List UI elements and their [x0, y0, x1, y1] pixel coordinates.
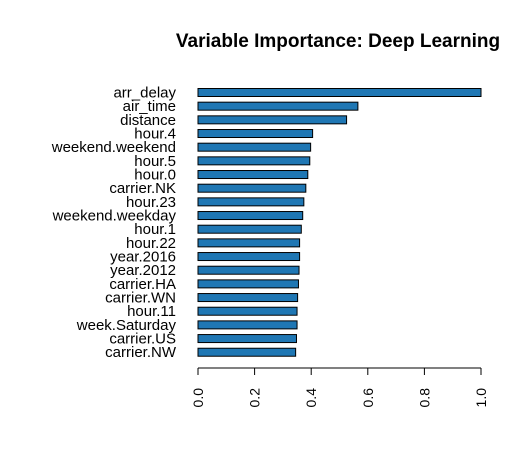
category-label: hour.22	[126, 235, 176, 252]
category-label: weekend.weekend	[51, 139, 176, 156]
bar-hour.11	[197, 306, 298, 316]
category-label: carrier.NW	[105, 344, 177, 361]
bar-week.Saturday	[197, 320, 298, 330]
x-tick-label: 0.0	[190, 388, 206, 408]
category-label: carrier.NK	[109, 180, 176, 197]
bar-year.2012	[197, 265, 300, 275]
bar-hour.1	[197, 224, 302, 234]
chart-title: Variable Importance: Deep Learning	[176, 31, 500, 52]
bar-hour.23	[197, 197, 305, 207]
bar-hour.4	[197, 129, 314, 139]
bar-arr_delay	[197, 88, 482, 97]
category-label: weekend.weekday	[52, 208, 177, 225]
bar-hour.5	[197, 156, 311, 166]
category-label: carrier.US	[109, 331, 176, 348]
category-label: hour.1	[134, 221, 176, 238]
category-label: hour.11	[127, 303, 176, 320]
x-tick-label: 0.6	[360, 388, 376, 408]
bar-air_time	[197, 101, 359, 111]
x-tick-label: 0.2	[247, 388, 263, 408]
x-tick-label: 1.0	[473, 388, 489, 408]
bar-carrier.NW	[197, 347, 297, 357]
bars-group	[197, 88, 482, 357]
category-label: carrier.HA	[109, 276, 176, 293]
category-label: arr_delay	[113, 85, 176, 102]
bar-carrier.NK	[197, 183, 307, 193]
category-label: air_time	[123, 98, 176, 115]
category-label: hour.4	[134, 126, 176, 143]
category-label: year.2012	[110, 262, 176, 279]
category-label: hour.23	[126, 194, 176, 211]
bar-carrier.US	[197, 334, 297, 344]
category-label: distance	[120, 112, 176, 129]
category-labels-group: arr_delayair_timedistancehour.4weekend.w…	[51, 85, 177, 362]
bar-hour.0	[197, 170, 309, 180]
bar-carrier.WN	[197, 293, 299, 303]
category-label: hour.5	[134, 153, 176, 170]
category-label: hour.0	[134, 167, 176, 184]
bar-weekend.weekday	[197, 211, 304, 221]
category-label: year.2016	[110, 249, 176, 266]
bar-distance	[197, 115, 348, 125]
bar-hour.22	[197, 238, 301, 248]
category-label: week.Saturday	[76, 317, 177, 334]
category-label: carrier.WN	[105, 290, 176, 307]
bar-weekend.weekend	[197, 142, 312, 152]
x-tick-label: 0.8	[416, 388, 432, 408]
x-axis: 0.0 0.2 0.4 0.6 0.8 1.0	[190, 367, 489, 408]
bar-carrier.HA	[197, 279, 299, 289]
x-tick-label: 0.4	[303, 388, 319, 408]
bar-year.2016	[197, 252, 301, 262]
